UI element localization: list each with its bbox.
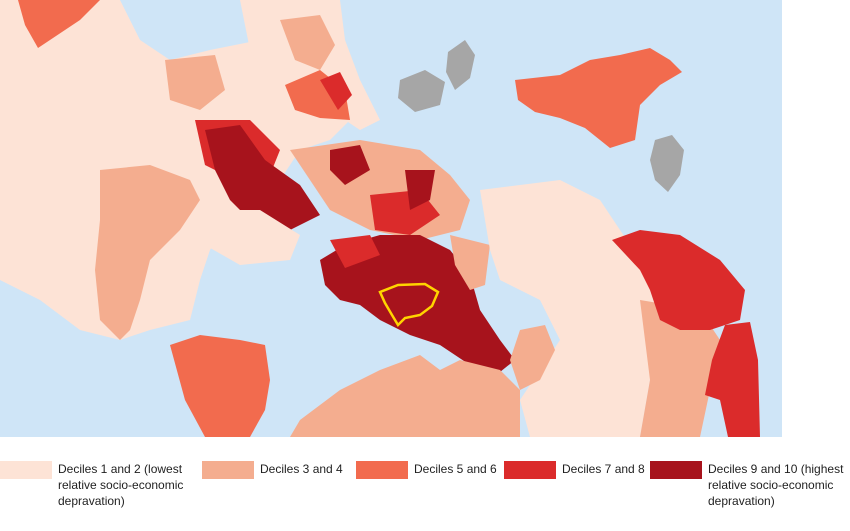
island-nodata-east [650, 135, 684, 192]
region-central-d1 [200, 210, 300, 265]
region-east-d7 [612, 230, 745, 330]
highlighted-area [378, 282, 440, 328]
map-canvas [0, 0, 760, 437]
island-waiheke-d5 [515, 48, 682, 148]
island-nodata-north [446, 40, 475, 90]
region-south-peninsula-d5 [170, 335, 270, 437]
region-north-d3b [165, 55, 225, 110]
legend-swatch [202, 461, 254, 479]
region-north-d7 [320, 72, 352, 110]
region-east-landmass [480, 180, 660, 437]
legend-label: Deciles 3 and 4 [260, 462, 343, 476]
legend-label: Deciles 7 and 8 [562, 462, 645, 476]
region-east-d7-lower [705, 322, 760, 437]
region-east-d3-lower [640, 300, 720, 437]
region-south-islet-d3 [510, 325, 555, 390]
region-south-d7 [330, 235, 380, 268]
region-northwest-corner [18, 0, 100, 48]
legend: Deciles 1 and 2 (lowest relative socio-e… [0, 455, 850, 531]
deprivation-map[interactable] [0, 0, 782, 437]
region-west-landmass [0, 0, 360, 340]
region-northeast-d9 [405, 170, 435, 210]
legend-swatch [0, 461, 52, 479]
region-central-d9-north [330, 145, 370, 185]
legend-label: Deciles 9 and 10 (highest relative socio… [708, 462, 844, 508]
region-northwest-d9 [205, 125, 320, 230]
legend-swatch [504, 461, 556, 479]
legend-swatch [356, 461, 408, 479]
region-west-d3 [95, 165, 200, 340]
region-east-d3 [450, 235, 490, 290]
legend-swatch [650, 461, 702, 479]
region-north-d3 [280, 15, 335, 70]
legend-label: Deciles 1 and 2 (lowest relative socio-e… [58, 462, 184, 508]
island-nodata-west [398, 70, 445, 112]
region-south-d3 [290, 355, 520, 437]
legend-label: Deciles 5 and 6 [414, 462, 497, 476]
